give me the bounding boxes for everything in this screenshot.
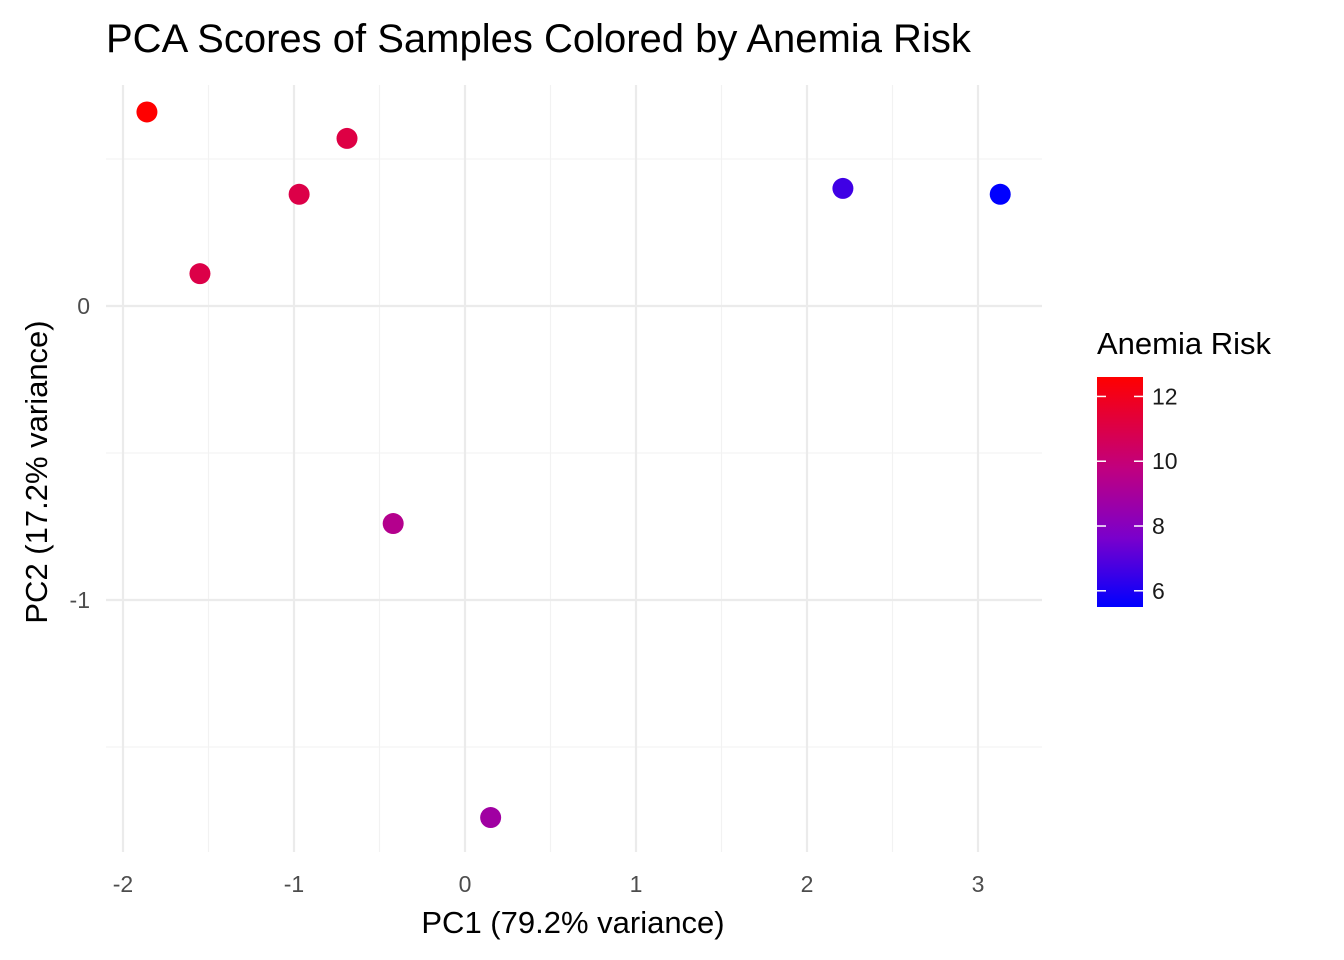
data-point: [336, 127, 358, 149]
legend-tick-label: 6: [1152, 578, 1165, 604]
legend: Anemia Risk 12 10 8 6: [1097, 326, 1271, 607]
x-tick-label: -1: [284, 871, 304, 897]
y-tick-label: -1: [70, 587, 90, 613]
x-tick-label: -2: [113, 871, 133, 897]
legend-tick-label: 8: [1152, 513, 1165, 539]
data-point: [288, 183, 310, 205]
legend-tick-label: 10: [1152, 448, 1178, 474]
y-tick-label: 0: [77, 293, 90, 319]
legend-title: Anemia Risk: [1097, 326, 1271, 361]
data-point: [189, 263, 211, 285]
data-point: [480, 807, 502, 829]
legend-tick-label: 12: [1152, 383, 1178, 409]
data-point: [382, 513, 404, 535]
x-axis-title: PC1 (79.2% variance): [421, 905, 724, 940]
data-points: [136, 101, 1011, 829]
data-point: [832, 177, 854, 199]
x-tick-label: 0: [459, 871, 472, 897]
x-tick-label: 1: [630, 871, 643, 897]
data-point: [989, 183, 1011, 205]
data-point: [136, 101, 158, 123]
chart-title: PCA Scores of Samples Colored by Anemia …: [106, 17, 972, 61]
x-axis-ticks: -2 -1 0 1 2 3: [113, 871, 985, 897]
y-axis-title: PC2 (17.2% variance): [19, 320, 54, 623]
legend-ticks: 12 10 8 6: [1097, 383, 1178, 604]
x-tick-label: 2: [801, 871, 814, 897]
legend-colorbar: [1097, 377, 1143, 607]
y-axis-ticks: 0 -1: [70, 293, 90, 613]
x-tick-label: 3: [972, 871, 985, 897]
plot-grid: [106, 85, 1042, 852]
